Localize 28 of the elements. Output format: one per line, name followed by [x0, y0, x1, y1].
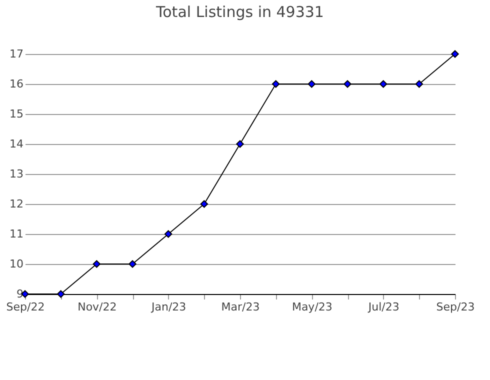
x-tick-label: Jul/23	[367, 300, 400, 314]
y-tick-label: 17	[10, 48, 24, 60]
y-tick-label: 10	[10, 258, 24, 270]
point	[379, 80, 388, 88]
point	[128, 260, 136, 268]
y-tick-label: 11	[10, 228, 24, 240]
point	[451, 50, 459, 58]
point	[344, 80, 352, 88]
point	[415, 80, 424, 88]
x-tick-label: Mar/23	[221, 300, 260, 314]
point	[200, 200, 208, 208]
x-tick-label: May/23	[292, 300, 332, 314]
x-tick-label: Jan/23	[150, 300, 186, 314]
y-tick-label: 12	[10, 198, 24, 210]
point	[56, 290, 65, 298]
y-tick-label: 15	[10, 108, 24, 120]
point	[236, 140, 244, 148]
y-tick-label: 16	[10, 78, 24, 90]
point	[164, 230, 172, 238]
x-tick-label: Nov/22	[78, 300, 117, 314]
point	[92, 260, 101, 268]
chart-title: Total Listings in 49331	[155, 3, 324, 21]
y-tick-label: 13	[10, 168, 24, 180]
x-tick-label: Sep/22	[6, 300, 45, 314]
y-tick-label: 14	[10, 138, 24, 150]
x-tick-label: Sep/23	[436, 300, 475, 314]
point	[272, 80, 280, 88]
point	[308, 80, 316, 88]
